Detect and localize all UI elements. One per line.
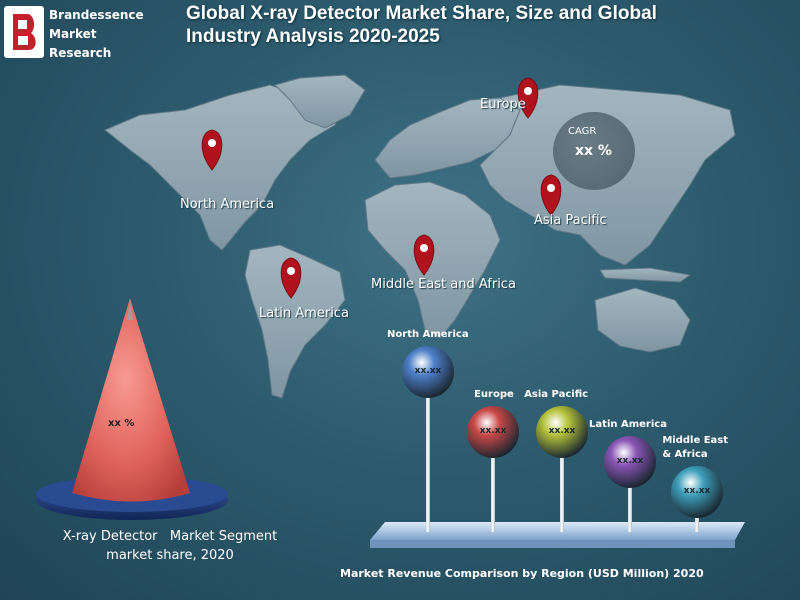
brand-name: Brandessence Market Research bbox=[49, 6, 144, 63]
lollipop-value-label: xx.xx bbox=[683, 486, 711, 496]
cagr-label: CAGR bbox=[568, 126, 597, 137]
cone bbox=[72, 298, 190, 502]
brand-line-2: Market bbox=[49, 27, 97, 41]
lollipop-value-label: xx.xx bbox=[548, 426, 576, 436]
lollipop-stick bbox=[426, 372, 430, 532]
land-indonesia bbox=[599, 267, 692, 283]
segment-caption: X-ray Detector Market Segment market sha… bbox=[40, 527, 300, 565]
cagr-value: xx % bbox=[575, 143, 612, 159]
map-label-latin-america: Latin America bbox=[259, 306, 349, 321]
page-title: Global X-ray Detector Market Share, Size… bbox=[186, 2, 706, 48]
title-line-2: Industry Analysis 2020-2025 bbox=[186, 26, 440, 47]
lollipop-ball bbox=[467, 406, 519, 458]
pin-asia-pacific-icon bbox=[540, 174, 562, 216]
brand-line-3: Research bbox=[49, 46, 112, 60]
brand-line-1: Brandessence bbox=[49, 8, 144, 22]
land-north-america bbox=[104, 84, 346, 251]
lollipop-ball bbox=[536, 406, 588, 458]
cagr-bubble bbox=[553, 112, 635, 190]
map-label-north-america: North America bbox=[180, 197, 275, 212]
revenue-chart-platform bbox=[370, 522, 745, 548]
land-greenland bbox=[274, 74, 366, 129]
pin-latin-america-icon bbox=[280, 257, 302, 299]
lollipop-value-label: xx.xx bbox=[414, 366, 442, 376]
lollipop-stick bbox=[628, 462, 632, 532]
lollipop-ball bbox=[604, 436, 656, 488]
lollipop-ball bbox=[671, 466, 723, 518]
lollipop-stick bbox=[560, 432, 564, 532]
lollipop-category-label: Middle East & Africa bbox=[662, 435, 729, 460]
lollipop-stick bbox=[491, 432, 495, 532]
chart-footer-title: Market Revenue Comparison by Region (USD… bbox=[340, 567, 704, 580]
pin-north-america-icon bbox=[201, 129, 223, 171]
segment-caption-line-1: X-ray Detector Market Segment bbox=[62, 529, 278, 544]
lollipop-category-label: Asia Pacific bbox=[524, 389, 589, 400]
title-line-1: Global X-ray Detector Market Share, Size… bbox=[186, 3, 657, 24]
segment-caption-line-2: market share, 2020 bbox=[106, 548, 234, 563]
revenue-lollipops bbox=[402, 346, 723, 532]
map-label-asia-pacific: Asia Pacific bbox=[534, 213, 607, 228]
map-label-middle-east-africa: Middle East and Africa bbox=[371, 277, 516, 292]
segment-cone-chart bbox=[36, 298, 228, 520]
map-label-europe: Europe bbox=[480, 97, 526, 112]
land-australia bbox=[594, 287, 691, 353]
pin-middle-east-africa-icon bbox=[413, 234, 435, 276]
lollipop-category-label: Latin America bbox=[589, 419, 667, 430]
pin-europe-icon bbox=[517, 77, 539, 119]
brand-logo bbox=[4, 6, 44, 58]
lollipop-category-label: Europe bbox=[474, 389, 514, 400]
land-south-america bbox=[244, 244, 346, 399]
lollipop-value-label: xx.xx bbox=[616, 456, 644, 466]
lollipop-value-label: xx.xx bbox=[479, 426, 507, 436]
lollipop-ball bbox=[402, 346, 454, 398]
segment-share-value: xx % bbox=[108, 418, 135, 429]
lollipop-category-label: North America bbox=[387, 329, 469, 340]
brand-logo-icon bbox=[13, 14, 36, 50]
